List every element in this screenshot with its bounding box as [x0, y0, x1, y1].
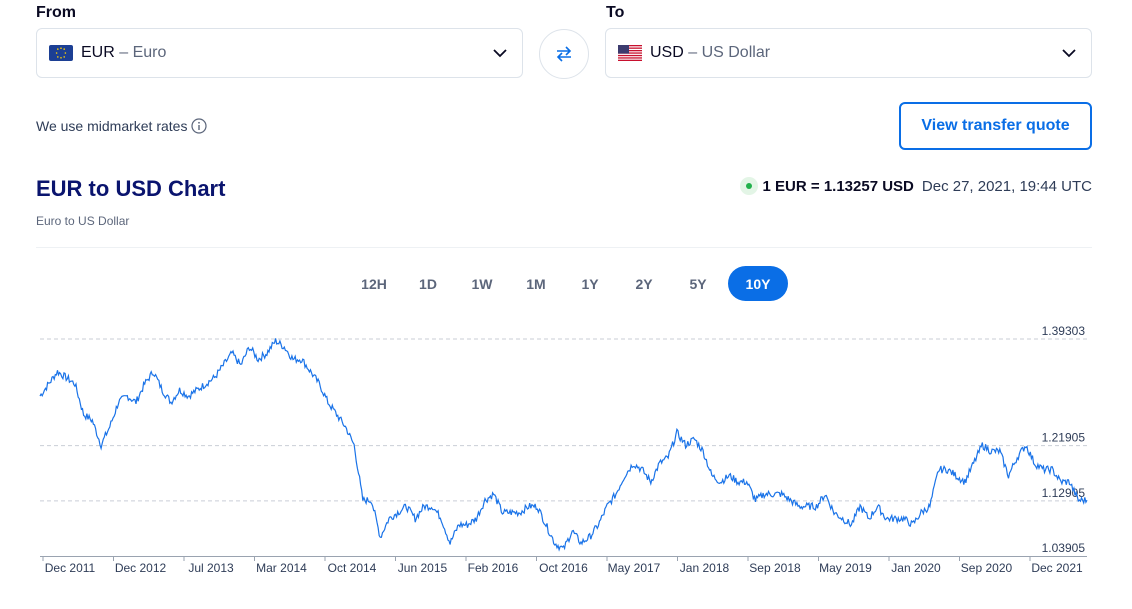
period-button-12h[interactable]: 12H: [361, 275, 387, 292]
x-tick-label: Mar 2014: [256, 561, 307, 575]
x-tick-label: Oct 2014: [328, 561, 377, 575]
chevron-down-icon: [493, 49, 507, 58]
x-tick-label: Dec 2021: [1031, 561, 1083, 575]
chevron-down-icon: [1062, 49, 1076, 58]
y-tick-label: 1.21905: [1042, 431, 1086, 445]
exchange-rate-chart: 1.39303 1.21905 1.12905 1.03905 Dec 2011 Dec …: [39, 324, 1088, 575]
to-currency-text: USD – US Dollar: [650, 44, 770, 62]
x-tick-label: Jan 2020: [891, 561, 941, 575]
rate-value: 1 EUR = 1.13257 USD: [762, 177, 914, 195]
swap-currencies-button[interactable]: [539, 29, 589, 79]
x-tick-label: Oct 2016: [539, 561, 588, 575]
to-currency-select[interactable]: USD – US Dollar: [605, 28, 1092, 78]
x-tick-label: Dec 2011: [45, 561, 96, 575]
x-tick-label: Jun 2015: [398, 561, 448, 575]
to-currency-code: USD: [650, 44, 684, 61]
period-button-10y[interactable]: 10Y: [728, 266, 788, 301]
from-currency-code: EUR: [81, 44, 115, 61]
rate-series-line: [39, 338, 1088, 552]
us-flag-icon: [618, 45, 642, 61]
chart-title: EUR to USD Chart: [36, 176, 226, 201]
y-tick-label: 1.03905: [1042, 541, 1086, 555]
period-button-1m[interactable]: 1M: [526, 275, 546, 292]
period-button-2y[interactable]: 2Y: [635, 275, 653, 292]
to-currency-name: US Dollar: [701, 44, 771, 61]
x-tick-label: May 2019: [819, 561, 872, 575]
x-tick-label: Jul 2013: [188, 561, 234, 575]
y-tick-label: 1.39303: [1042, 324, 1086, 338]
live-status-icon: [739, 177, 758, 195]
rate-timestamp: Dec 27, 2021, 19:44 UTC: [921, 177, 1092, 195]
to-currency-sep: –: [683, 44, 702, 61]
divider: [36, 247, 1092, 248]
midmarket-note: We use midmarket rates: [36, 118, 208, 134]
from-currency-select[interactable]: EUR – Euro: [36, 28, 523, 78]
from-currency-sep: –: [114, 44, 133, 61]
period-button-1y[interactable]: 1Y: [581, 275, 599, 292]
x-tick-label: Jan 2018: [680, 561, 730, 575]
period-button-5y[interactable]: 5Y: [689, 275, 707, 292]
swap-arrows-icon: [556, 46, 572, 62]
x-tick-label: Dec 2012: [115, 561, 167, 575]
chart-subtitle: Euro to US Dollar: [36, 214, 130, 228]
x-tick-label: Sep 2018: [749, 561, 801, 575]
midmarket-text: We use midmarket rates: [36, 118, 188, 134]
y-tick-label: 1.12905: [1042, 486, 1086, 500]
from-currency-text: EUR – Euro: [81, 44, 166, 62]
info-icon[interactable]: [191, 118, 208, 134]
view-transfer-quote-button[interactable]: View transfer quote: [899, 102, 1092, 150]
from-currency-name: Euro: [132, 44, 167, 61]
x-tick-label: May 2017: [608, 561, 661, 575]
current-rate: 1 EUR = 1.13257 USD Dec 27, 2021, 19:44 …: [739, 177, 1092, 195]
to-label: To: [606, 4, 625, 21]
x-tick-label: Sep 2020: [961, 561, 1013, 575]
period-selector: 12H 1D 1W 1M 1Y 2Y 5Y 10Y: [350, 266, 788, 301]
x-tick-label: Feb 2016: [468, 561, 519, 575]
period-button-1d[interactable]: 1D: [419, 275, 437, 292]
period-button-1w[interactable]: 1W: [471, 275, 493, 292]
eu-flag-icon: [49, 45, 73, 61]
from-label: From: [36, 4, 76, 21]
